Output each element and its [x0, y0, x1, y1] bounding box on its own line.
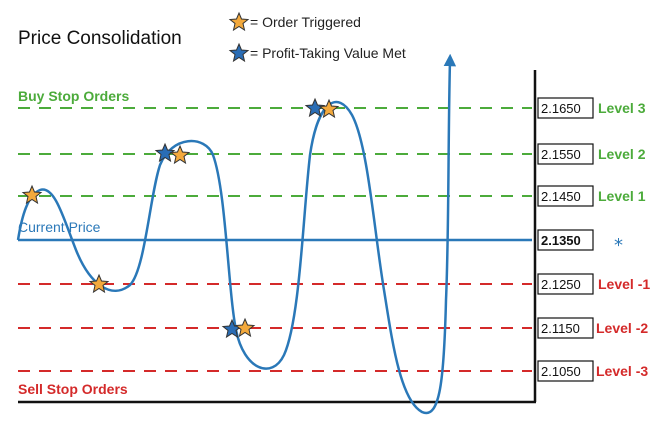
level-neg3-marker: 2.1050 Level -3: [537, 360, 648, 382]
sell-stop-orders-label: Sell Stop Orders: [18, 381, 128, 397]
level-1-price: 2.1450: [541, 189, 581, 204]
level-3-price: 2.1650: [541, 101, 581, 116]
current-price-asterisk: *: [614, 235, 623, 256]
current-price-marker: 2.1350 *: [537, 229, 623, 256]
level-1-name: Level 1: [598, 188, 646, 204]
level-3-marker: 2.1650 Level 3: [537, 97, 646, 119]
order-star-icon: [88, 273, 110, 294]
profit-star-icon: [154, 142, 176, 163]
order-star-icon: [169, 144, 191, 165]
legend-order-triggered: = Order Triggered: [250, 14, 361, 30]
legend-profit-taking: = Profit-Taking Value Met: [250, 45, 406, 61]
current-price-value: 2.1350: [541, 233, 581, 248]
level-2-price: 2.1550: [541, 147, 581, 162]
profit-taking-star-icon: [228, 42, 250, 63]
order-triggered-star-icon: [228, 11, 250, 32]
order-star-icon: [21, 184, 43, 205]
level-neg1-price: 2.1250: [541, 277, 581, 292]
legend: = Order Triggered = Profit-Taking Value …: [228, 11, 406, 63]
order-star-icon: [234, 317, 256, 338]
level-2-name: Level 2: [598, 146, 646, 162]
level-neg2-name: Level -2: [596, 320, 648, 336]
level-neg2-marker: 2.1150 Level -2: [537, 317, 648, 339]
current-price-label: Current Price: [18, 219, 101, 235]
order-star-icon: [318, 98, 340, 119]
profit-star-icon: [304, 97, 326, 118]
level-neg3-price: 2.1050: [541, 364, 581, 379]
level-3-name: Level 3: [598, 100, 646, 116]
level-2-marker: 2.1550 Level 2: [537, 143, 646, 165]
profit-star-icon: [221, 318, 243, 339]
wave-stars: [21, 97, 340, 339]
level-neg2-price: 2.1150: [541, 321, 580, 336]
level-1-marker: 2.1450 Level 1: [537, 185, 646, 207]
price-scale: 2.1650 Level 3 2.1550 Level 2 2.1450 Lev…: [537, 97, 650, 382]
level-neg1-name: Level -1: [598, 276, 650, 292]
buy-stop-orders-label: Buy Stop Orders: [18, 88, 129, 104]
level-neg3-name: Level -3: [596, 363, 648, 379]
page-title: Price Consolidation: [18, 28, 182, 49]
price-wave: [16, 53, 457, 415]
level-neg1-marker: 2.1250 Level -1: [537, 273, 650, 295]
